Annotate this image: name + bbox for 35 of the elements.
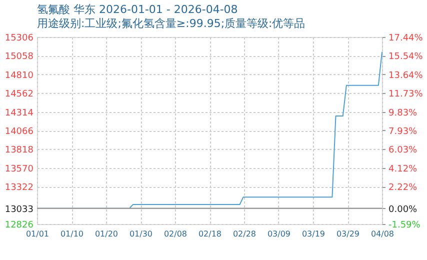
y2-tick-label: 6.03%: [388, 146, 418, 156]
chart-title: 氢氟酸 华东 2026-01-01 - 2026-04-08: [37, 3, 238, 16]
y-tick-label: 12826: [4, 220, 34, 230]
x-tick-label: 02/28: [232, 230, 256, 238]
x-tick-label: 04/08: [370, 230, 394, 238]
y2-tick-label: 13.64%: [388, 70, 424, 81]
x-tick-label: 01/30: [129, 230, 153, 238]
y2-tick-label: 7.93%: [388, 126, 418, 137]
x-tick-label: 03/29: [336, 230, 360, 238]
x-tick-label: 02/18: [198, 230, 222, 238]
y-tick-label: 13322: [4, 183, 34, 194]
y-tick-label: 15058: [4, 52, 34, 62]
y2-tick-label: -1.59%: [388, 220, 421, 230]
x-tick-label: 03/19: [302, 230, 326, 238]
y2-tick-label: 17.44%: [388, 34, 424, 44]
y-tick-label: 14810: [4, 70, 34, 81]
y2-tick-label: 15.54%: [388, 52, 424, 62]
x-tick-label: 01/01: [26, 230, 50, 238]
y2-tick-label: 11.73%: [388, 90, 424, 100]
y2-tick-label: 0.00%: [388, 204, 418, 215]
y-tick-label: 14066: [4, 127, 34, 137]
x-tick-label: 02/08: [164, 230, 188, 238]
x-tick-label: 01/20: [94, 230, 118, 238]
chart-subtitle: 用途级别:工业级;氟化氢含量≥:99.95;质量等级:优等品: [37, 17, 306, 30]
y2-tick-label: 9.83%: [388, 108, 418, 118]
y-tick-label: 14562: [4, 90, 34, 100]
y-tick-label: 14314: [4, 108, 34, 118]
x-tick-label: 01/10: [60, 230, 84, 238]
y-tick-label: 15306: [4, 34, 34, 44]
y-tick-label: 13033: [4, 204, 34, 215]
y-tick-label: 13818: [4, 146, 34, 156]
y-tick-label: 13570: [4, 164, 34, 174]
y2-tick-label: 2.22%: [388, 183, 418, 194]
y2-tick-label: 4.12%: [388, 164, 418, 174]
x-tick-label: 03/09: [267, 230, 291, 238]
